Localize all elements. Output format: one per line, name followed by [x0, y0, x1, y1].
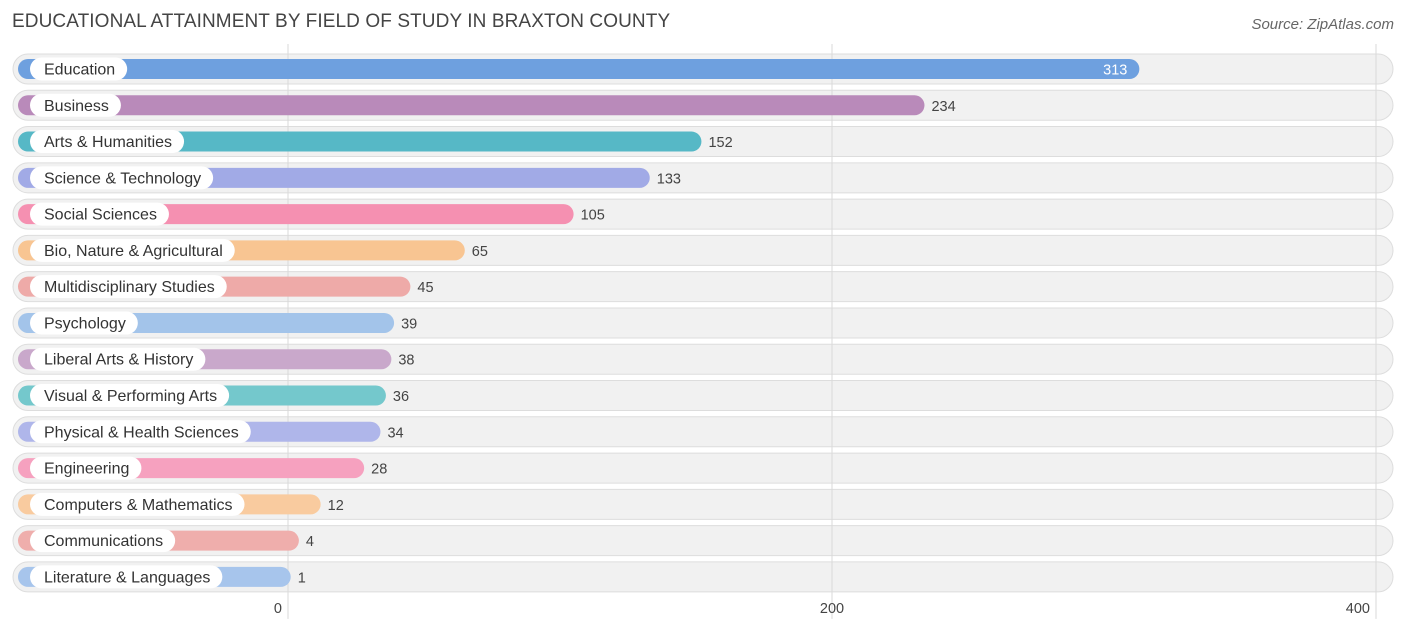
x-tick-label: 200 — [820, 601, 844, 617]
value-label: 39 — [401, 316, 417, 332]
value-label: 234 — [931, 99, 955, 115]
bar — [18, 95, 925, 116]
category-label: Visual & Performing Arts — [44, 388, 217, 405]
category-label: Computers & Mathematics — [44, 497, 233, 514]
row-track — [12, 525, 1394, 557]
value-label: 12 — [328, 498, 344, 514]
bar-row: Computers & Mathematics 12 — [18, 492, 344, 516]
bar-row: Arts & Humanities 152 — [18, 130, 733, 154]
bar-row: Science & Technology 133 — [18, 166, 681, 190]
category-label-pill — [30, 456, 142, 480]
category-label-pill — [30, 492, 245, 516]
category-label-pill — [30, 202, 169, 226]
bar — [18, 131, 702, 152]
category-label: Engineering — [44, 461, 129, 478]
category-label-pill — [30, 529, 176, 553]
value-label: 4 — [306, 534, 314, 550]
category-label: Science & Technology — [44, 170, 201, 187]
category-label-pill — [30, 93, 121, 117]
category-label-pill — [30, 311, 138, 335]
value-label: 45 — [417, 280, 433, 296]
bar-row: Physical & Health Sciences 34 — [18, 420, 404, 444]
bar-row: Engineering 28 — [18, 456, 387, 480]
chart-title: EDUCATIONAL ATTAINMENT BY FIELD OF STUDY… — [12, 11, 671, 32]
category-label: Bio, Nature & Agricultural — [44, 243, 223, 260]
value-label: 28 — [371, 462, 387, 478]
value-label: 152 — [708, 135, 732, 151]
x-tick-label: 0 — [274, 601, 282, 617]
row-track — [12, 561, 1394, 593]
value-label: 36 — [393, 389, 409, 405]
bar-row: Education 313 — [18, 57, 1140, 81]
bar-row: Multidisciplinary Studies 45 — [18, 275, 434, 299]
value-label: 313 — [1103, 63, 1127, 79]
bar — [18, 59, 1140, 79]
x-axis: 0 200 400 — [274, 601, 1370, 617]
row-track — [12, 488, 1394, 520]
category-label-pill — [30, 384, 230, 408]
category-label: Business — [44, 98, 109, 115]
category-label: Communications — [44, 533, 163, 550]
category-label-pill — [30, 420, 251, 444]
category-label: Liberal Arts & History — [44, 352, 193, 369]
category-label: Psychology — [44, 315, 126, 332]
source-label: Source: ZipAtlas.com — [1251, 16, 1394, 33]
bar-row: Communications 4 — [18, 529, 314, 553]
category-label-pill — [30, 57, 128, 81]
bar-row: Business 234 — [18, 93, 956, 117]
value-label: 133 — [657, 171, 681, 187]
value-label: 34 — [387, 425, 403, 441]
bar-row: Bio, Nature & Agricultural 65 — [18, 238, 488, 262]
bar-row: Literature & Languages 1 — [18, 565, 306, 589]
category-label-pill — [30, 565, 223, 589]
category-label: Education — [44, 62, 115, 79]
category-label: Physical & Health Sciences — [44, 424, 239, 441]
category-label: Social Sciences — [44, 207, 157, 224]
category-label-pill — [30, 238, 235, 262]
bar-row: Social Sciences 105 — [18, 202, 605, 226]
value-label: 105 — [581, 208, 605, 224]
value-label: 38 — [398, 353, 414, 369]
category-label-pill — [30, 275, 227, 299]
x-tick-label: 400 — [1346, 601, 1370, 617]
category-label-pill — [30, 166, 214, 190]
category-label-pill — [30, 130, 185, 154]
bar-row: Visual & Performing Arts 36 — [18, 384, 409, 408]
category-label: Literature & Languages — [44, 569, 210, 586]
bar-row: Liberal Arts & History 38 — [18, 347, 415, 371]
value-label: 1 — [298, 570, 306, 586]
category-label: Multidisciplinary Studies — [44, 279, 215, 296]
bar-row: Psychology 39 — [18, 311, 417, 335]
value-label: 65 — [472, 244, 488, 260]
category-label: Arts & Humanities — [44, 134, 172, 151]
category-label-pill — [30, 347, 206, 371]
